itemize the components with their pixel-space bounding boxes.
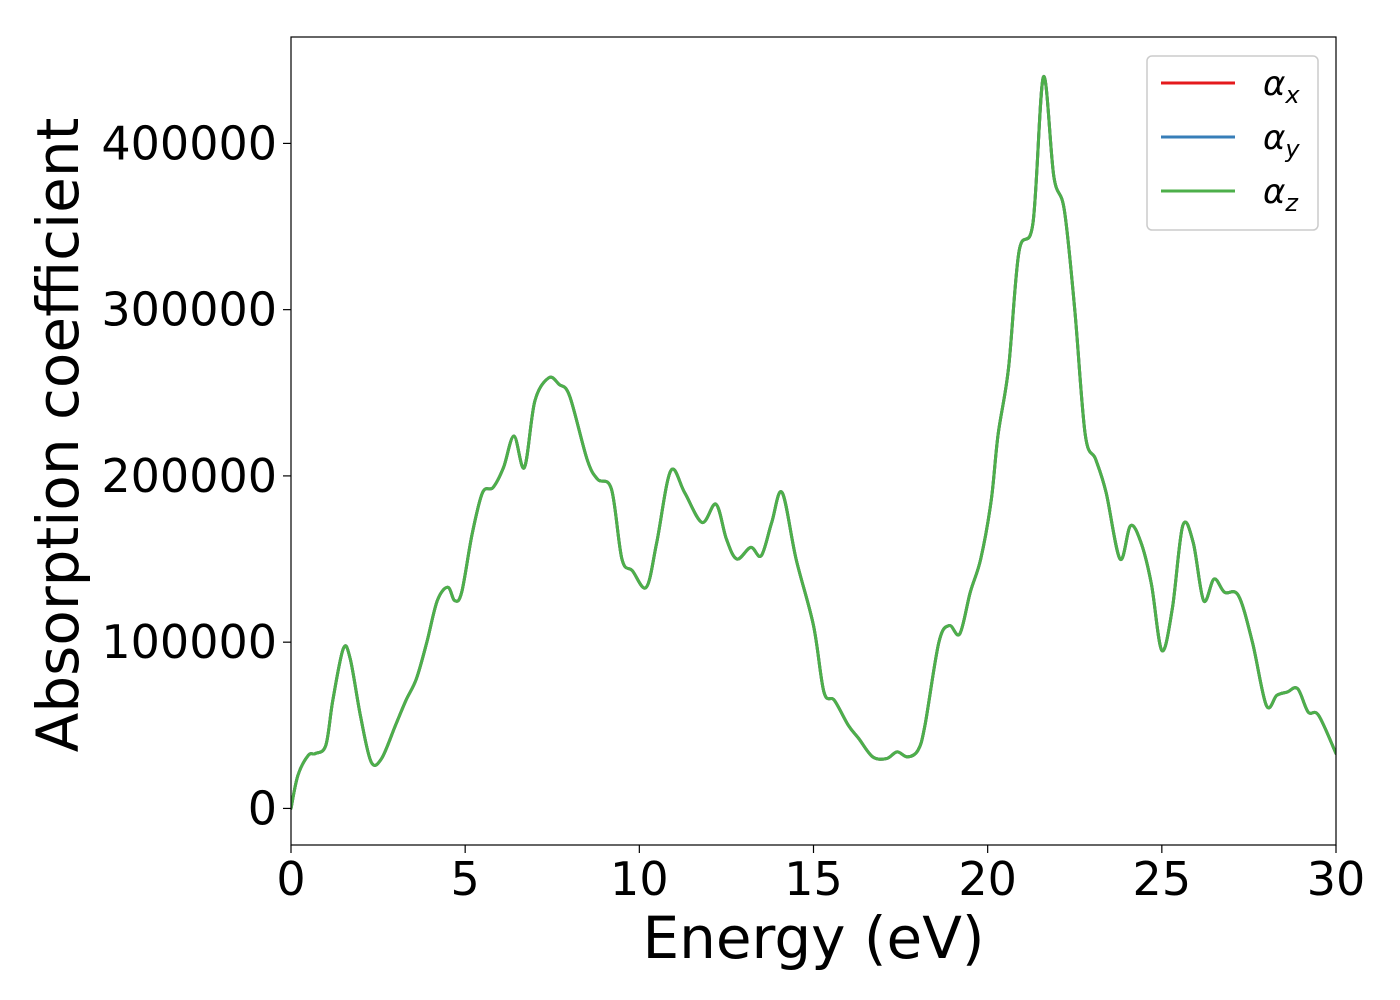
x-tick-label: 25 — [1133, 852, 1192, 906]
x-tick-label: 10 — [610, 852, 669, 906]
series-line-alpha-z — [291, 75, 1336, 810]
x-axis-label: Energy (eV) — [642, 904, 984, 972]
legend-label-alpha-y: αy — [1263, 118, 1300, 163]
legend: αx αy αz — [1146, 55, 1319, 231]
x-axis-ticks: 0 5 10 15 20 25 30 — [276, 845, 1365, 906]
y-axis-ticks: 0 100000 200000 300000 400000 — [101, 116, 291, 835]
x-tick-label: 0 — [276, 852, 305, 906]
y-tick-label: 400000 — [101, 116, 277, 170]
legend-box — [1146, 55, 1319, 231]
x-tick-label: 5 — [451, 852, 480, 906]
x-tick-label: 30 — [1307, 852, 1366, 906]
y-tick-label: 0 — [248, 781, 277, 835]
series-layer — [291, 75, 1336, 810]
x-tick-label: 15 — [784, 852, 843, 906]
y-tick-label: 300000 — [101, 283, 277, 337]
legend-label-alpha-z: αz — [1263, 172, 1299, 217]
y-tick-label: 100000 — [101, 615, 277, 669]
legend-label-alpha-x: αx — [1263, 64, 1300, 109]
y-axis-label: Absorption coefficient — [24, 118, 92, 753]
y-tick-label: 200000 — [101, 449, 277, 503]
x-tick-label: 20 — [958, 852, 1017, 906]
